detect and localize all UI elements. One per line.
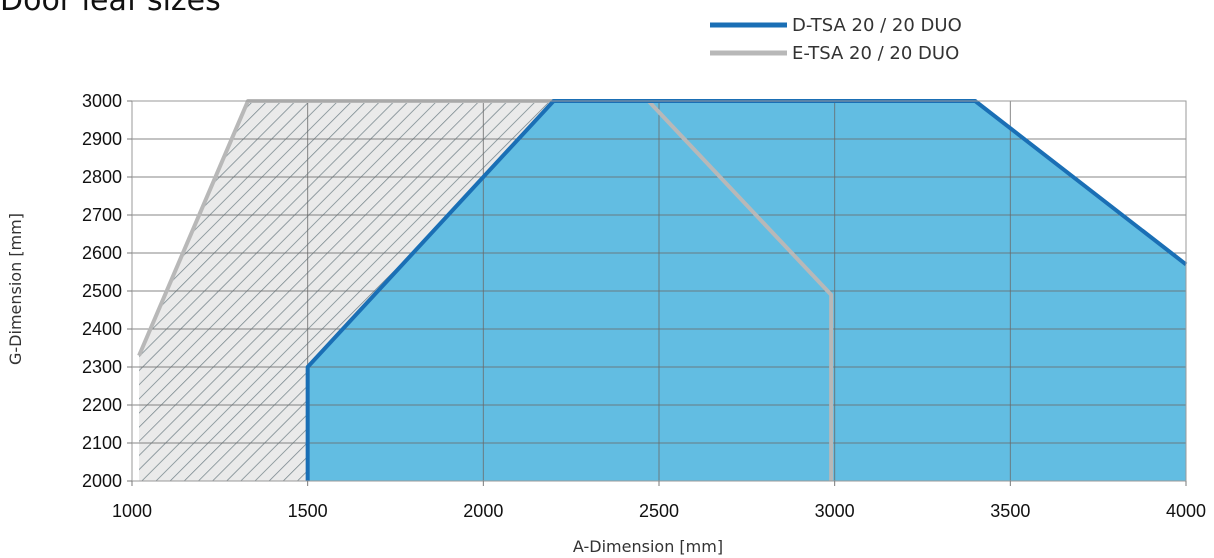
y-axis-label: G-Dimension [mm] bbox=[6, 213, 25, 365]
x-tick-label: 1500 bbox=[288, 501, 328, 521]
x-tick-label: 3500 bbox=[990, 501, 1030, 521]
grid-lines bbox=[132, 101, 1186, 481]
legend-label: E-TSA 20 / 20 DUO bbox=[792, 43, 959, 64]
y-tick-label: 3000 bbox=[82, 91, 122, 111]
y-tick-label: 2600 bbox=[82, 243, 122, 263]
x-tick-label: 4000 bbox=[1166, 501, 1206, 521]
y-axis-ticks: 2000 2100 2200 2300 2400 2500 2600 2700 2800 2900… bbox=[82, 91, 132, 491]
y-tick-label: 2000 bbox=[82, 471, 122, 491]
legend-label: D-TSA 20 / 20 DUO bbox=[792, 15, 962, 36]
legend: D-TSA 20 / 20 DUO E-TSA 20 / 20 DUO bbox=[710, 15, 962, 64]
chart-title: Door leaf sizes bbox=[0, 0, 221, 18]
x-tick-label: 1000 bbox=[112, 501, 152, 521]
y-tick-label: 2500 bbox=[82, 281, 122, 301]
y-tick-label: 2800 bbox=[82, 167, 122, 187]
y-tick-label: 2300 bbox=[82, 357, 122, 377]
x-tick-label: 2000 bbox=[463, 501, 503, 521]
y-tick-label: 2400 bbox=[82, 319, 122, 339]
y-tick-label: 2100 bbox=[82, 433, 122, 453]
x-axis-ticks: 1000 1500 2000 2500 3000 3500 4000 bbox=[112, 481, 1206, 521]
x-tick-label: 3000 bbox=[815, 501, 855, 521]
y-tick-label: 2900 bbox=[82, 129, 122, 149]
y-tick-label: 2700 bbox=[82, 205, 122, 225]
x-tick-label: 2500 bbox=[639, 501, 679, 521]
y-tick-label: 2200 bbox=[82, 395, 122, 415]
x-axis-label: A-Dimension [mm] bbox=[573, 537, 723, 556]
